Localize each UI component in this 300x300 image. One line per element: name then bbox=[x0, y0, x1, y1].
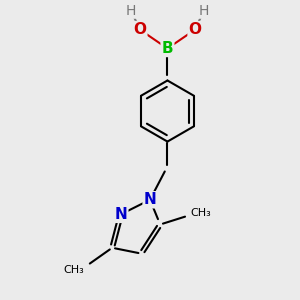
Text: H: H bbox=[199, 4, 209, 18]
Text: B: B bbox=[162, 41, 173, 56]
Text: N: N bbox=[115, 207, 127, 222]
Text: CH₃: CH₃ bbox=[191, 208, 212, 218]
Text: H: H bbox=[126, 4, 136, 18]
Text: O: O bbox=[133, 22, 146, 37]
Text: CH₃: CH₃ bbox=[64, 265, 85, 275]
Text: O: O bbox=[189, 22, 202, 37]
Text: N: N bbox=[144, 192, 156, 207]
